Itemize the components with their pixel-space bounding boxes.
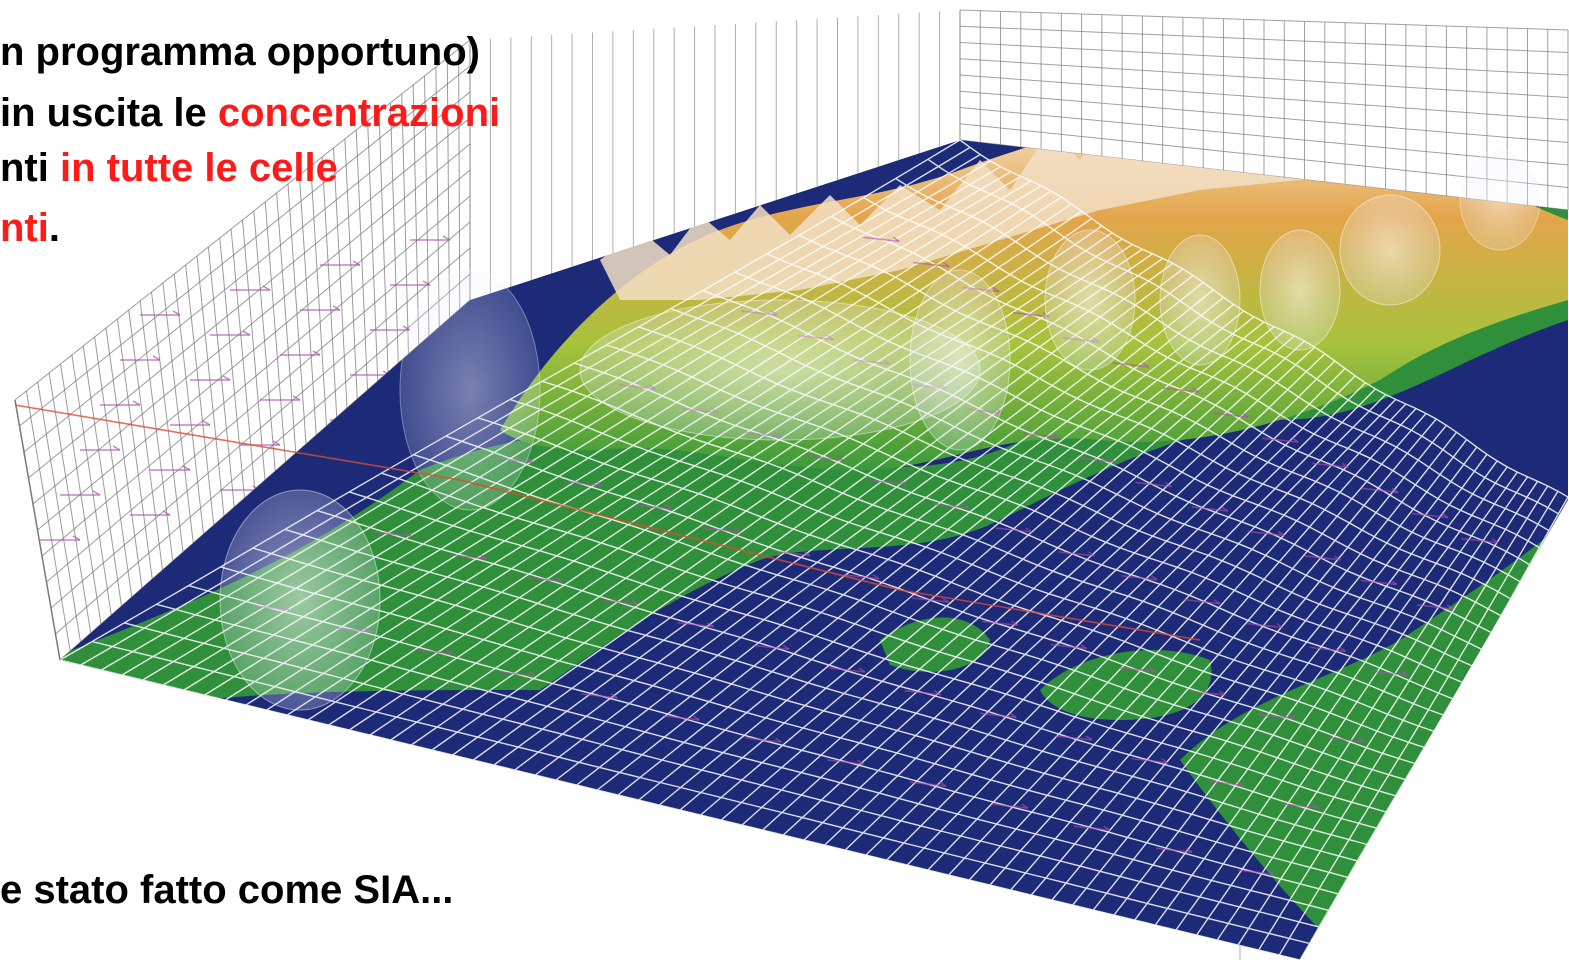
text-line-2-black: in uscita le: [0, 91, 218, 135]
bottom-text: e stato fatto come SIA...: [0, 862, 453, 918]
text-line-1-content: n programma opportuno): [0, 30, 480, 74]
concentration-plumes: [219, 149, 1541, 711]
bottom-text-content: e stato fatto come SIA...: [0, 868, 454, 912]
text-line-1: n programma opportuno): [0, 24, 480, 80]
text-line-4: nti.: [0, 200, 60, 256]
cross-section-line: [14, 404, 1201, 641]
text-line-3-red: in tutte le celle: [59, 146, 338, 190]
text-line-2-red: concentrazioni: [217, 91, 501, 135]
text-line-3: nti in tutte le celle: [0, 140, 338, 196]
text-line-4-red: nti: [0, 206, 49, 250]
text-line-4-black: .: [48, 206, 60, 250]
text-line-2: in uscita le concentrazioni: [0, 85, 500, 141]
text-line-3-black: nti: [0, 146, 60, 190]
